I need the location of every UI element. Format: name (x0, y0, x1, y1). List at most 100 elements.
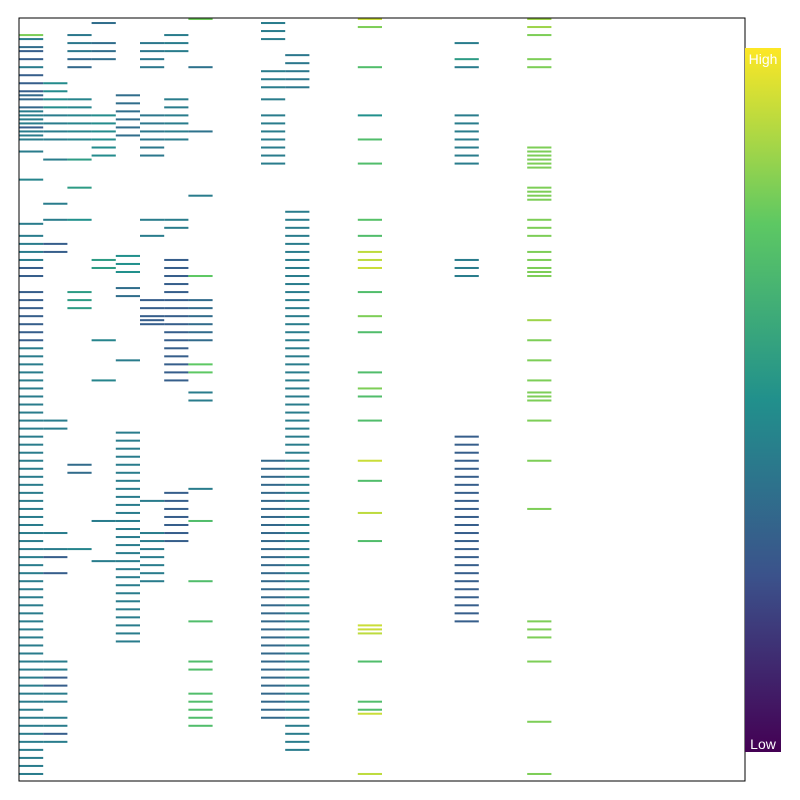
heatmap-cell (43, 668, 68, 671)
heatmap-cell (454, 499, 479, 502)
heatmap-cell (285, 515, 310, 518)
heatmap-cell (261, 620, 286, 623)
heatmap-cell (115, 295, 140, 298)
heatmap-cell (188, 716, 213, 719)
heatmap-cell (115, 640, 140, 643)
heatmap-cell (357, 315, 382, 318)
heatmap-cell (527, 395, 552, 398)
heatmap-cell (261, 507, 286, 510)
heatmap-cell (115, 439, 140, 442)
heatmap-cell (19, 150, 44, 153)
heatmap-cell (19, 118, 44, 121)
heatmap-cell (43, 548, 68, 551)
heatmap-cell (454, 266, 479, 269)
heatmap-cell (454, 548, 479, 551)
heatmap-cell (285, 740, 310, 743)
heatmap-cell (43, 676, 68, 679)
heatmap-cell (285, 580, 310, 583)
heatmap-cell (91, 379, 116, 382)
heatmap-cell (67, 138, 92, 141)
heatmap-cell (140, 234, 165, 237)
heatmap-cell (188, 487, 213, 490)
heatmap-cell (454, 162, 479, 165)
heatmap-cell (285, 86, 310, 89)
heatmap-cell (140, 319, 165, 322)
heatmap-cell (454, 475, 479, 478)
heatmap-cell (164, 226, 189, 229)
heatmap-cell (285, 612, 310, 615)
heatmap-cell (19, 82, 44, 85)
heatmap-cell (285, 588, 310, 591)
heatmap-cell (140, 540, 165, 543)
heatmap-cell (140, 154, 165, 157)
heatmap-cell (357, 772, 382, 775)
heatmap-cell (188, 700, 213, 703)
heatmap-cell (164, 275, 189, 278)
heatmap-cell (115, 455, 140, 458)
heatmap-cell (285, 403, 310, 406)
heatmap-cell (285, 210, 310, 213)
heatmap-cell (19, 242, 44, 245)
heatmap-cell (261, 138, 286, 141)
heatmap-cell (527, 26, 552, 29)
heatmap-cell (140, 218, 165, 221)
heatmap-cell (261, 146, 286, 149)
heatmap-cell (19, 38, 44, 41)
heatmap-cell (164, 42, 189, 45)
heatmap-cell (43, 122, 68, 125)
heatmap-cell (285, 331, 310, 334)
heatmap-cell (43, 556, 68, 559)
heatmap-cell (261, 716, 286, 719)
heatmap-cell (19, 275, 44, 278)
heatmap-cell (527, 379, 552, 382)
heatmap-cell (19, 74, 44, 77)
heatmap-cell (91, 146, 116, 149)
heatmap-cell (285, 283, 310, 286)
heatmap-cell (164, 266, 189, 269)
heatmap-cell (454, 604, 479, 607)
heatmap-cell (19, 467, 44, 470)
heatmap-cell (261, 86, 286, 89)
heatmap-cell (19, 475, 44, 478)
heatmap-cell (285, 242, 310, 245)
heatmap-cell (19, 604, 44, 607)
heatmap-cell (43, 419, 68, 422)
heatmap-cell (527, 419, 552, 422)
heatmap-cell (19, 347, 44, 350)
heatmap-cell (527, 339, 552, 342)
heatmap-cell (285, 491, 310, 494)
heatmap-cell (43, 660, 68, 663)
heatmap-cell (43, 114, 68, 117)
heatmap-cell (285, 347, 310, 350)
heatmap-cell (357, 234, 382, 237)
heatmap-cell (43, 700, 68, 703)
heatmap-cell (527, 18, 552, 21)
heatmap-cell (164, 122, 189, 125)
heatmap-cell (67, 299, 92, 302)
heatmap-cell (19, 756, 44, 759)
heatmap-cell (19, 126, 44, 129)
heatmap-cell (285, 363, 310, 366)
heatmap-cell (261, 162, 286, 165)
heatmap-cell (285, 708, 310, 711)
plot-frame (18, 17, 746, 782)
heatmap-cell (285, 499, 310, 502)
heatmap-cell (164, 34, 189, 37)
heatmap-cell (67, 218, 92, 221)
heatmap-cell (67, 471, 92, 474)
heatmap-cell (357, 479, 382, 482)
heatmap-cell (285, 475, 310, 478)
heatmap-cell (115, 584, 140, 587)
heatmap-cell (285, 716, 310, 719)
heatmap-cell (285, 339, 310, 342)
heatmap-cell (164, 515, 189, 518)
heatmap-cell (261, 700, 286, 703)
heatmap-cell (527, 218, 552, 221)
heatmap-cell (285, 636, 310, 639)
heatmap-cell (19, 34, 44, 37)
heatmap-cell (285, 371, 310, 374)
heatmap-cell (67, 42, 92, 45)
heatmap-cell (115, 536, 140, 539)
heatmap-cell (91, 339, 116, 342)
heatmap-cell (140, 548, 165, 551)
